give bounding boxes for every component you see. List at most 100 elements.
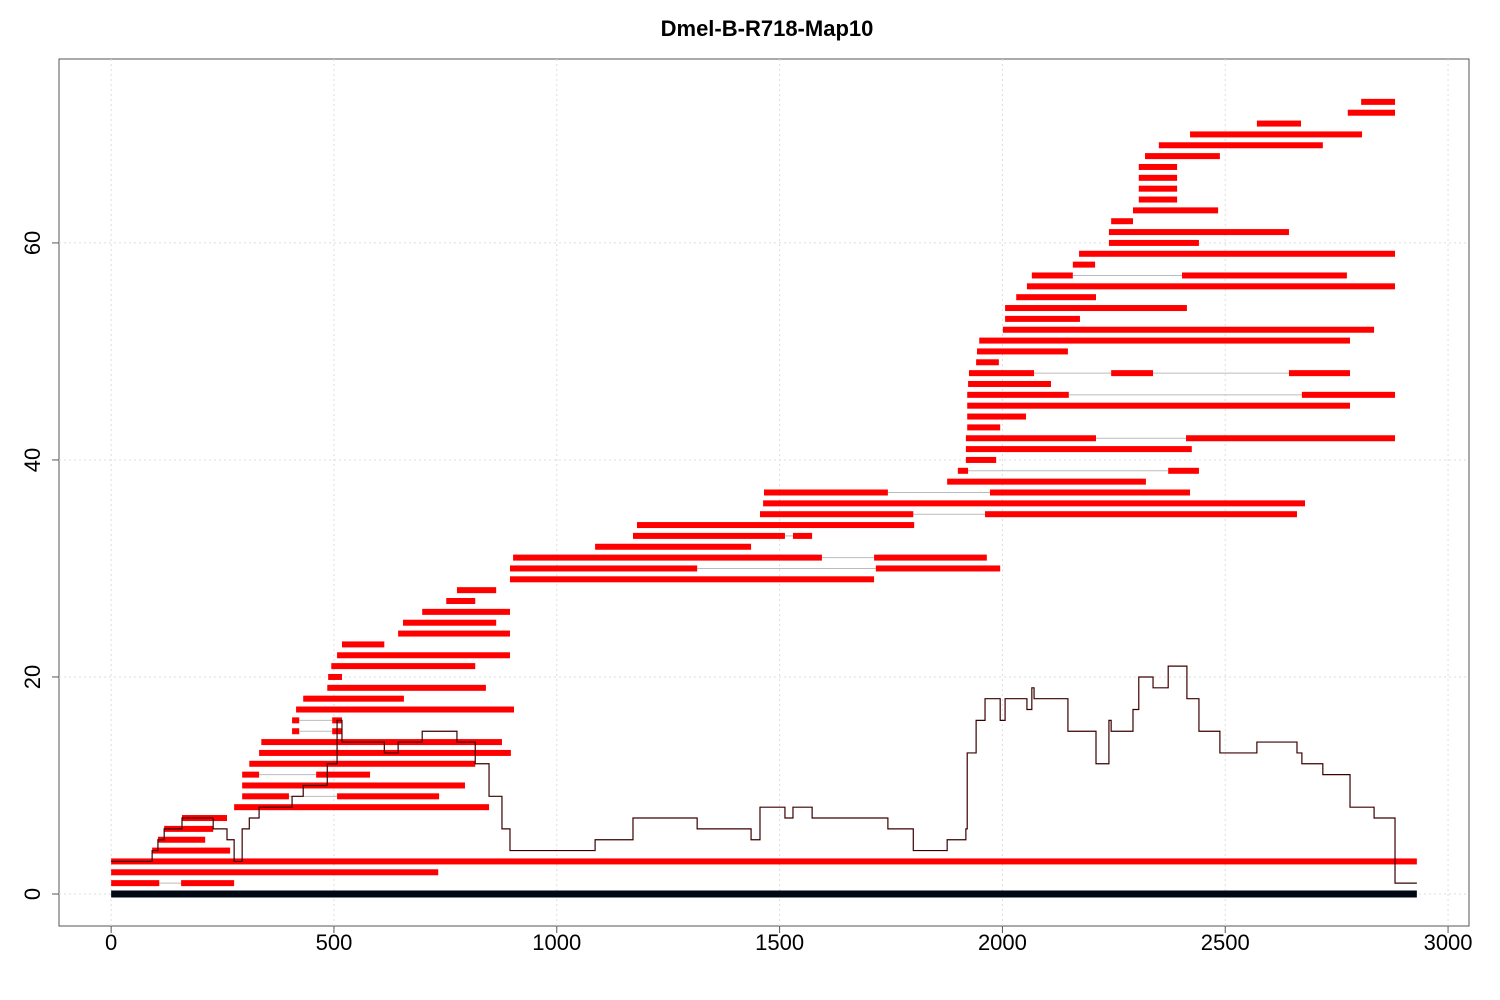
alignment-bar — [968, 380, 1051, 387]
alignment-bar — [1079, 250, 1396, 257]
alignment-bar — [157, 836, 206, 843]
alignment-bar — [327, 684, 486, 691]
alignment-bar — [1138, 163, 1178, 170]
alignment-bar — [1108, 239, 1199, 246]
alignment-bar — [242, 782, 465, 789]
alignment-bar — [422, 608, 510, 615]
alignment-bar — [1002, 326, 1375, 333]
x-tick-label: 1500 — [755, 930, 804, 955]
alignment-bar — [1145, 153, 1220, 160]
alignment-bar — [1132, 207, 1219, 214]
alignment-bar — [967, 413, 1027, 420]
alignment-bar — [1186, 435, 1396, 442]
alignment-bar — [1256, 120, 1301, 127]
y-tick-label: 60 — [20, 231, 45, 255]
y-tick-label: 20 — [20, 665, 45, 689]
alignment-bar — [1182, 272, 1347, 279]
alignment-bar — [1168, 467, 1199, 474]
alignment-bar — [965, 456, 997, 463]
alignment-bar — [985, 511, 1297, 518]
alignment-bar — [792, 532, 813, 539]
alignment-bar — [636, 522, 915, 529]
alignment-bar — [595, 543, 752, 550]
alignment-bar — [403, 619, 497, 626]
alignment-bar — [331, 663, 476, 670]
alignment-bar — [337, 652, 510, 659]
alignment-bar — [242, 793, 289, 800]
alignment-bar — [1108, 229, 1289, 236]
alignment-bar — [1072, 261, 1096, 268]
alignment-bar — [989, 489, 1191, 496]
y-tick-label: 0 — [20, 888, 45, 900]
alignment-bar — [1026, 283, 1396, 290]
alignment-bar — [1138, 185, 1178, 192]
alignment-bar — [296, 706, 514, 713]
alignment-bar — [242, 771, 260, 778]
coverage-line — [111, 665, 1417, 884]
alignment-bar — [759, 511, 914, 518]
alignment-bar — [977, 348, 1068, 355]
alignment-bar — [509, 576, 875, 583]
alignment-bar — [513, 554, 822, 561]
alignment-bar — [1301, 391, 1396, 398]
alignment-bar — [763, 500, 1306, 507]
alignment-bar — [1158, 142, 1323, 149]
alignment-bar — [957, 467, 969, 474]
alignment-bar — [111, 869, 439, 876]
alignment-bar — [303, 695, 404, 702]
alignment-bar — [1031, 272, 1073, 279]
alignment-bar — [1005, 305, 1187, 312]
alignment-bar — [249, 760, 476, 767]
alignment-bar — [1347, 109, 1396, 116]
alignment-bar — [967, 391, 1069, 398]
alignment-bar — [292, 728, 300, 735]
alignment-bar — [1361, 98, 1396, 105]
alignment-bar — [967, 424, 1001, 431]
alignment-bar — [328, 673, 342, 680]
x-tick-label: 0 — [105, 930, 117, 955]
alignment-bar — [947, 478, 1146, 485]
alignment-bar — [456, 587, 497, 594]
alignment-bar — [111, 880, 160, 887]
alignment-bar — [1138, 196, 1178, 203]
alignment-bar — [341, 641, 385, 648]
alignment-bar — [234, 804, 490, 811]
alignment-bar — [976, 359, 999, 366]
alignment-bar — [164, 825, 214, 832]
x-tick-label: 500 — [316, 930, 353, 955]
alignment-bar — [875, 565, 1001, 572]
alignment-bar — [509, 565, 698, 572]
alignment-bar — [181, 880, 235, 887]
alignment-bar — [1138, 174, 1178, 181]
alignment-bar — [1288, 370, 1351, 377]
alignment-bar — [1190, 131, 1363, 138]
chart-title: Dmel-B-R718-Map10 — [661, 16, 874, 41]
alignment-bar — [1111, 370, 1154, 377]
x-tick-label: 1000 — [532, 930, 581, 955]
alignment-bar — [1005, 315, 1080, 322]
alignment-bar — [111, 858, 1417, 865]
reference-bar — [111, 890, 1417, 898]
y-tick-label: 40 — [20, 448, 45, 472]
alignment-bar — [152, 847, 231, 854]
alignment-bar — [1111, 218, 1133, 225]
alignment-bar — [874, 554, 987, 561]
alignment-bar — [965, 435, 1097, 442]
plot-frame — [58, 58, 1470, 927]
alignment-bar — [968, 370, 1035, 377]
alignment-bar — [398, 630, 510, 637]
alignment-bar — [316, 771, 371, 778]
x-tick-label: 2000 — [978, 930, 1027, 955]
alignment-bar — [292, 717, 300, 724]
alignment-bar — [965, 446, 1192, 453]
alignment-bar — [967, 402, 1351, 409]
x-tick-label: 2500 — [1201, 930, 1250, 955]
alignment-bar — [446, 598, 476, 605]
x-tick-label: 3000 — [1424, 930, 1473, 955]
alignment-bar — [632, 532, 785, 539]
alignment-bar — [764, 489, 888, 496]
alignment-bar — [979, 337, 1351, 344]
alignment-bar — [337, 793, 440, 800]
alignment-bar — [1016, 294, 1097, 301]
